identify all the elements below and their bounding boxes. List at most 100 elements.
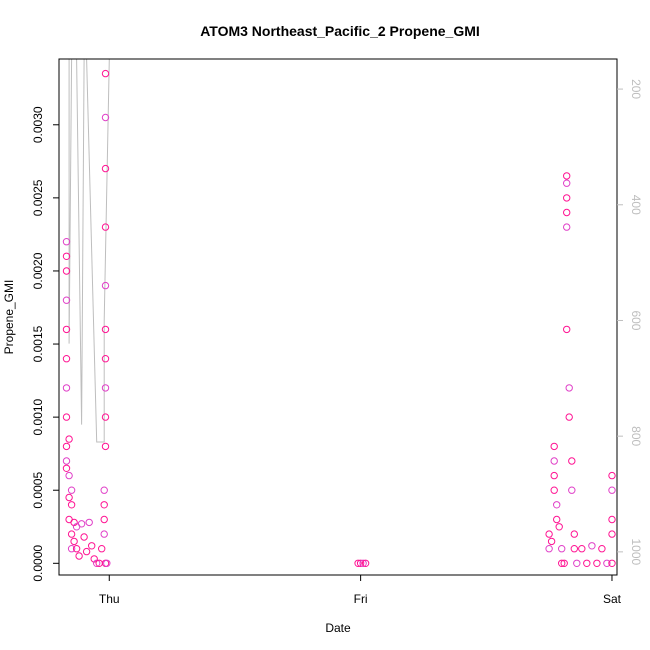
- data-point: [565, 413, 573, 421]
- data-point: [101, 442, 110, 451]
- data-point: [583, 559, 591, 567]
- data-point: [608, 559, 616, 567]
- data-point: [62, 457, 71, 465]
- data-point: [560, 559, 568, 567]
- data-point: [570, 530, 578, 538]
- plot-area: [59, 59, 617, 567]
- data-point: [80, 533, 88, 541]
- data-point: [545, 545, 553, 553]
- data-point: [62, 413, 71, 421]
- data-point: [101, 384, 110, 392]
- data-point: [101, 113, 110, 122]
- data-point: [77, 520, 86, 528]
- data-point: [578, 545, 586, 553]
- y-tick-label: 0.0025: [31, 179, 45, 216]
- data-point: [62, 238, 71, 246]
- data-point: [70, 537, 78, 546]
- data-point: [545, 530, 553, 538]
- data-point: [67, 545, 76, 553]
- data-point: [70, 518, 78, 527]
- data-point: [62, 355, 71, 363]
- data-point: [101, 413, 110, 421]
- y2-axis: 200 400 600 800 1000: [617, 79, 643, 566]
- data-point: [608, 486, 616, 494]
- y-tick-label: 0.0000: [31, 545, 45, 582]
- data-point: [565, 384, 573, 392]
- data-point: [550, 457, 558, 465]
- data-point: [75, 552, 83, 560]
- y-tick-label: 0.0020: [31, 252, 45, 289]
- data-point: [598, 545, 606, 553]
- data-point: [98, 545, 106, 553]
- data-point: [62, 325, 71, 334]
- y2-tick-label: 600: [629, 310, 643, 330]
- data-point: [90, 555, 98, 563]
- data-point: [558, 559, 566, 567]
- data-point: [563, 325, 571, 334]
- data-point: [101, 325, 110, 334]
- data-point: [100, 515, 108, 524]
- data-point: [101, 164, 110, 173]
- data-point: [563, 208, 571, 217]
- x-tick-label: Sat: [603, 592, 622, 606]
- data-point: [101, 69, 110, 78]
- data-point: [563, 223, 571, 231]
- data-point: [608, 515, 616, 524]
- data-point: [558, 545, 566, 553]
- y2-tick-label: 200: [629, 79, 643, 99]
- data-point: [588, 542, 596, 550]
- y-axis: 0.0000 0.0005 0.0010 0.0015 0.0020 0.0025 0.00…: [31, 106, 59, 582]
- data-point: [100, 530, 108, 538]
- data-point: [65, 471, 73, 480]
- data-point: [67, 501, 76, 509]
- x-tick-label: Fri: [354, 592, 368, 606]
- data-point: [550, 442, 558, 451]
- data-point: [553, 515, 561, 524]
- data-point: [573, 559, 581, 567]
- data-point: [67, 486, 76, 494]
- data-point: [550, 471, 558, 480]
- x-axis: Thu Fri Sat: [99, 575, 622, 606]
- data-point: [550, 486, 558, 494]
- data-point: [547, 537, 556, 546]
- data-point: [101, 355, 110, 363]
- data-point: [100, 486, 108, 494]
- data-point: [101, 223, 110, 231]
- plot-frame: [58, 58, 618, 576]
- data-point: [88, 542, 96, 550]
- y-tick-label: 0.0030: [31, 106, 45, 143]
- x-tick-label: Thu: [99, 592, 120, 606]
- data-point: [555, 523, 563, 531]
- data-point: [62, 252, 71, 260]
- data-point: [568, 486, 576, 494]
- data-point: [67, 530, 76, 538]
- data-point: [82, 547, 91, 556]
- data-point: [85, 518, 93, 527]
- data-point: [563, 179, 571, 187]
- x-axis-label: Date: [325, 621, 351, 635]
- y2-tick-label: 1000: [629, 539, 643, 566]
- data-point: [100, 501, 108, 509]
- data-point: [93, 559, 101, 567]
- y-tick-label: 0.0010: [31, 398, 45, 435]
- data-point: [65, 435, 73, 443]
- y-tick-label: 0.0015: [31, 325, 45, 362]
- data-point: [356, 559, 365, 567]
- data-point: [568, 457, 576, 465]
- y-tick-label: 0.0005: [31, 472, 45, 509]
- data-point: [359, 559, 367, 567]
- data-point: [593, 559, 601, 567]
- y2-tick-label: 400: [629, 195, 643, 215]
- data-point: [103, 559, 111, 567]
- data-point: [570, 545, 578, 553]
- data-point: [354, 559, 362, 567]
- data-point: [62, 464, 71, 472]
- data-point: [72, 545, 81, 553]
- series-line-trace: [59, 59, 617, 443]
- data-point: [608, 471, 616, 480]
- y2-tick-label: 800: [629, 426, 643, 446]
- data-point: [62, 267, 71, 275]
- data-point: [553, 501, 561, 509]
- data-point: [62, 442, 71, 451]
